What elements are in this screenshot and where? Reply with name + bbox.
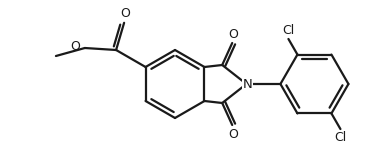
Text: N: N (243, 77, 252, 91)
Text: O: O (120, 7, 130, 20)
Text: O: O (228, 28, 238, 40)
Text: Cl: Cl (282, 25, 295, 37)
Text: O: O (70, 40, 80, 53)
Text: Cl: Cl (334, 131, 347, 143)
Text: O: O (228, 128, 238, 140)
